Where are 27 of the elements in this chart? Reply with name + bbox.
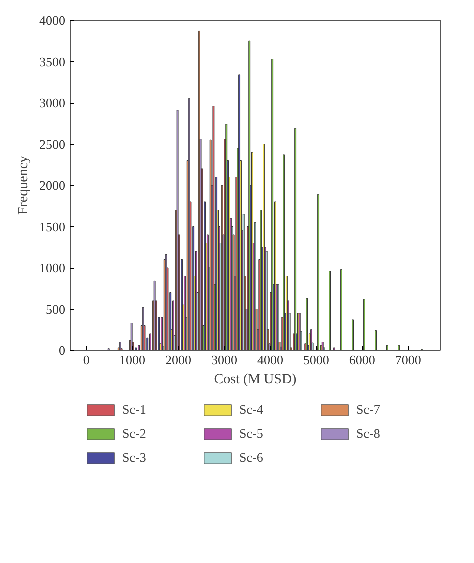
y-tick-label: 4000: [40, 13, 66, 28]
y-tick-label: 3000: [40, 96, 66, 110]
y-tick-label: 1500: [40, 219, 66, 234]
x-tick-label: 1000: [120, 352, 146, 368]
y-tick-label: 500: [46, 302, 66, 317]
legend-label: Sc-8: [356, 426, 382, 442]
legend-label: Sc-1: [122, 402, 148, 418]
x-tick-label: 6000: [349, 352, 376, 368]
y-tick-label: 1000: [40, 260, 66, 276]
x-tick-label: 0: [83, 352, 90, 368]
x-tick-label: 7000: [395, 352, 422, 368]
y-tick-label: 0: [59, 343, 66, 358]
x-tick-label: 3000: [211, 352, 238, 368]
legend-label: Sc-7: [356, 402, 382, 418]
legend-label: Sc-3: [122, 450, 148, 466]
y-axis-title: Frequency: [16, 156, 32, 216]
y-tick-label: 3500: [40, 54, 66, 70]
x-tick-label: 5000: [303, 352, 330, 368]
legend-label: Sc-6: [240, 450, 264, 466]
x-tick-label: 4000: [257, 352, 284, 368]
y-tick-label: 2500: [40, 136, 66, 152]
x-axis-title: Cost (M USD): [214, 372, 298, 388]
legend-label: Sc-5: [240, 426, 264, 442]
legend-label: Sc-4: [240, 402, 264, 418]
legend-label: Sc-2: [122, 426, 148, 442]
x-tick-label: 2000: [166, 352, 192, 368]
y-tick-label: 2000: [40, 178, 66, 193]
